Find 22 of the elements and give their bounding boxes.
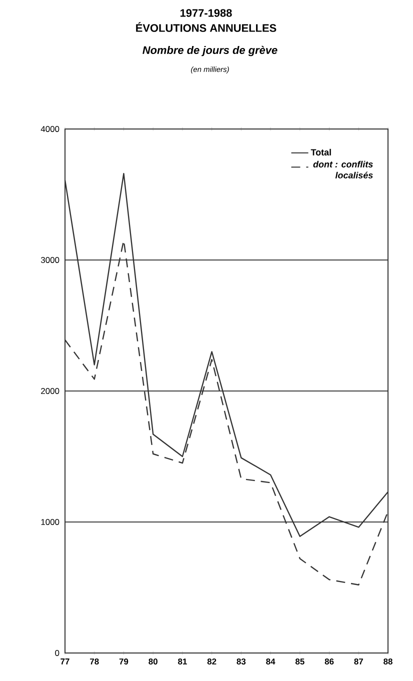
y-tick-label: 0: [55, 650, 60, 656]
y-tick-label: 4000: [40, 126, 60, 132]
x-tick-label: 80: [148, 658, 158, 664]
y-tick-label: 1000: [41, 519, 60, 525]
x-tick-label: 78: [90, 658, 99, 664]
x-tick-label: 84: [266, 658, 276, 664]
x-tick-label: 81: [178, 658, 187, 664]
chart-title: 1977-1988: [180, 9, 232, 17]
x-tick-label: 86: [324, 658, 334, 664]
x-tick-label: 82: [207, 658, 216, 664]
x-tick-label: 88: [384, 658, 392, 664]
x-tick-label: 87: [354, 658, 363, 664]
x-tick-label: 77: [60, 658, 70, 664]
x-tick-label: 79: [119, 658, 128, 664]
x-tick-label: 83: [236, 658, 246, 665]
legend-label: Total: [310, 148, 331, 156]
legend-label: dont : conflits localisés: [313, 160, 373, 178]
text: Nombre de jours de grève: [142, 46, 278, 56]
y-tick-label: 2000: [41, 388, 60, 394]
y-tick-label: 3000: [40, 257, 60, 263]
chart-subtitle: ÉVOLUTIONS ANNUELLES: [136, 22, 276, 32]
x-tick-label: 85: [295, 658, 304, 664]
